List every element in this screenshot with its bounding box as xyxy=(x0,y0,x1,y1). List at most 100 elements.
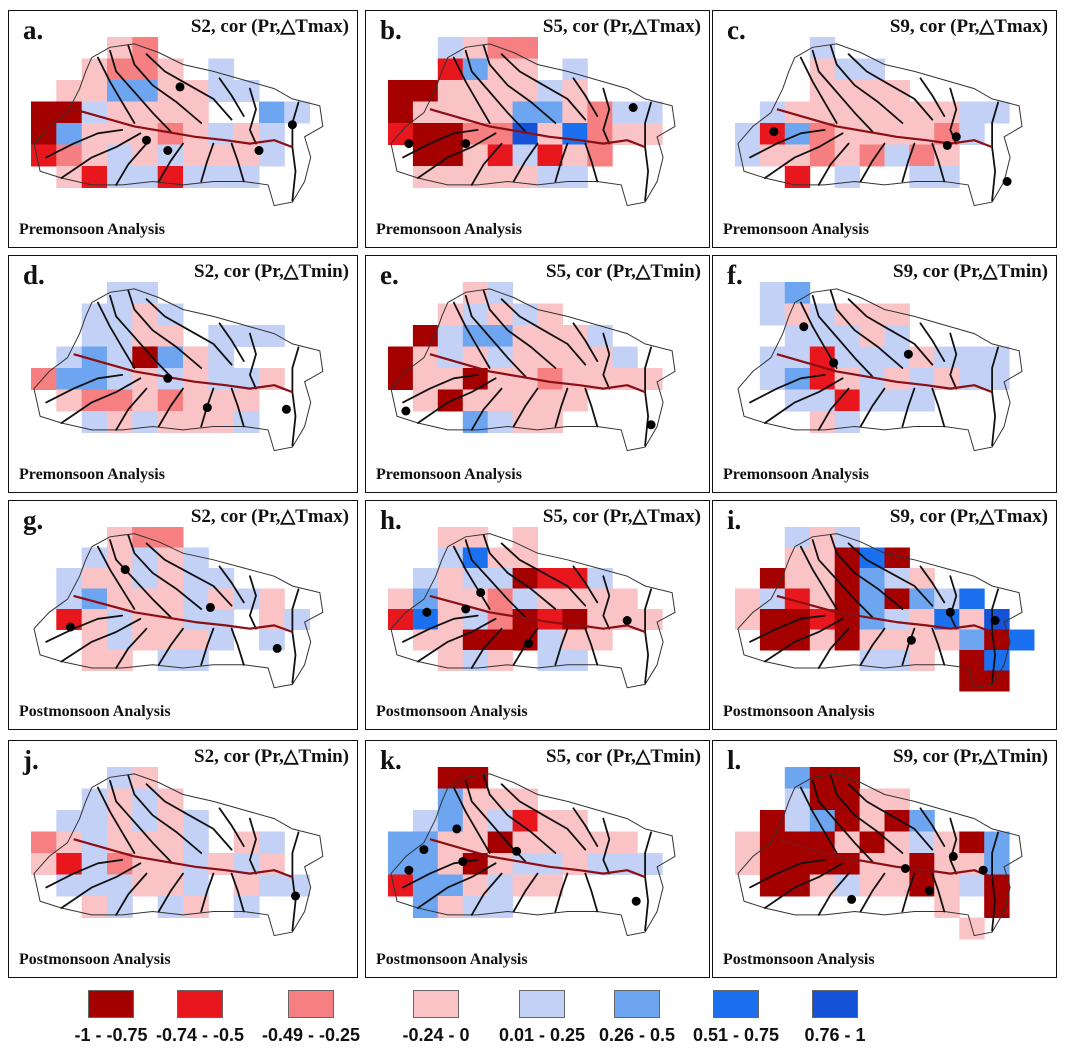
significance-dot xyxy=(924,886,934,896)
river-line xyxy=(230,142,245,183)
basin-map xyxy=(388,37,676,207)
panel-letter: j. xyxy=(23,745,39,775)
correlation-cell xyxy=(884,831,910,854)
correlation-cell xyxy=(884,547,910,569)
correlation-cell xyxy=(859,853,885,875)
correlation-cell xyxy=(587,629,613,651)
significance-dot xyxy=(799,322,809,332)
river-line xyxy=(470,872,503,916)
legend-item: 0.51 - 0.75 xyxy=(677,990,795,1046)
correlation-cell xyxy=(859,346,885,369)
river-line xyxy=(644,831,653,932)
correlation-cell xyxy=(784,767,811,789)
correlation-cell xyxy=(462,303,489,326)
correlation-cell xyxy=(809,325,836,347)
panel-title: S9, cor (Pr,△Tmin) xyxy=(893,261,1048,282)
river-line xyxy=(452,56,491,124)
panel-letter: a. xyxy=(23,15,44,45)
correlation-cell xyxy=(735,853,761,875)
correlation-cell xyxy=(487,80,514,102)
legend-item: -0.49 - -0.25 xyxy=(252,990,370,1046)
correlation-cell xyxy=(437,80,464,102)
correlation-cell xyxy=(157,325,184,347)
correlation-cell xyxy=(834,101,861,124)
correlation-cell xyxy=(562,810,588,832)
legend-item: -0.74 - -0.5 xyxy=(141,990,259,1046)
correlation-cell xyxy=(233,896,260,918)
correlation-cell xyxy=(284,101,311,124)
correlation-cell xyxy=(462,389,489,412)
river-line xyxy=(749,859,826,889)
panel-title: S5, cor (Pr,△Tmin) xyxy=(546,746,701,767)
legend-swatch xyxy=(812,990,858,1018)
correlation-cell xyxy=(208,80,235,102)
correlation-cell xyxy=(462,788,489,811)
legend-swatch xyxy=(614,990,660,1018)
river-line xyxy=(109,294,172,378)
map-panel: f. S9, cor (Pr,△Tmin) Premonsoon Analysis xyxy=(712,255,1057,493)
correlation-cell xyxy=(157,547,184,569)
correlation-cell xyxy=(784,527,811,548)
correlation-cell xyxy=(884,303,910,326)
correlation-cell xyxy=(834,389,861,412)
correlation-cell xyxy=(157,303,184,326)
correlation-cell xyxy=(412,853,439,875)
correlation-cell xyxy=(809,37,836,59)
correlation-cell xyxy=(884,123,910,145)
significance-dot xyxy=(205,602,215,612)
correlation-cell xyxy=(784,810,811,832)
correlation-cell xyxy=(412,166,439,188)
significance-dot xyxy=(628,103,638,112)
correlation-cell xyxy=(859,368,885,390)
correlation-cell xyxy=(537,389,563,412)
correlation-cell xyxy=(562,144,588,167)
correlation-cell xyxy=(512,123,538,145)
correlation-cell xyxy=(537,629,563,651)
correlation-cell xyxy=(512,810,538,832)
legend-label: 0.01 - 0.25 xyxy=(498,1025,586,1045)
river-line xyxy=(554,627,569,666)
river-line xyxy=(847,53,934,121)
river-line xyxy=(145,53,233,121)
river-line xyxy=(811,779,874,863)
correlation-cell xyxy=(562,629,588,651)
correlation-cell xyxy=(834,788,861,811)
correlation-cell xyxy=(859,80,885,102)
correlation-cell xyxy=(587,123,613,145)
basin-outline xyxy=(33,533,324,689)
river-line xyxy=(402,374,479,404)
correlation-cell xyxy=(859,58,885,81)
river-line xyxy=(145,783,233,851)
correlation-cell xyxy=(56,874,83,897)
correlation-cell xyxy=(412,368,439,390)
correlation-cell xyxy=(512,58,538,81)
main-river-line xyxy=(429,353,646,394)
river-line xyxy=(218,77,245,117)
panel-letter: k. xyxy=(380,745,402,775)
correlation-cell xyxy=(834,144,861,167)
correlation-cell xyxy=(809,346,836,369)
map-panel: d. S2, cor (Pr,△Tmin) Premonsoon Analysis xyxy=(8,255,358,493)
correlation-cell xyxy=(437,166,464,188)
main-river-line xyxy=(73,838,293,879)
river-line xyxy=(230,872,245,913)
correlation-cell xyxy=(284,609,311,630)
significance-dot xyxy=(524,638,533,648)
main-river-line xyxy=(73,353,293,394)
map-panel: i. S9, cor (Pr,△Tmax) Postmonsoon Analysis xyxy=(712,500,1057,730)
correlation-cell xyxy=(884,588,910,610)
correlation-cell xyxy=(132,874,159,897)
basin-outline xyxy=(33,773,324,937)
river-line xyxy=(817,872,850,916)
correlation-cell xyxy=(31,368,57,390)
correlation-cell xyxy=(132,101,159,124)
correlation-cell xyxy=(809,588,836,610)
correlation-cell xyxy=(909,389,935,412)
map-panel: j. S2, cor (Pr,△Tmin) Postmonsoon Analysis xyxy=(8,740,358,978)
river-line xyxy=(749,374,826,404)
river-line xyxy=(500,542,587,607)
correlation-cell xyxy=(208,58,235,81)
river-line xyxy=(109,779,172,863)
significance-dot xyxy=(942,140,952,150)
correlation-cell xyxy=(437,325,464,347)
